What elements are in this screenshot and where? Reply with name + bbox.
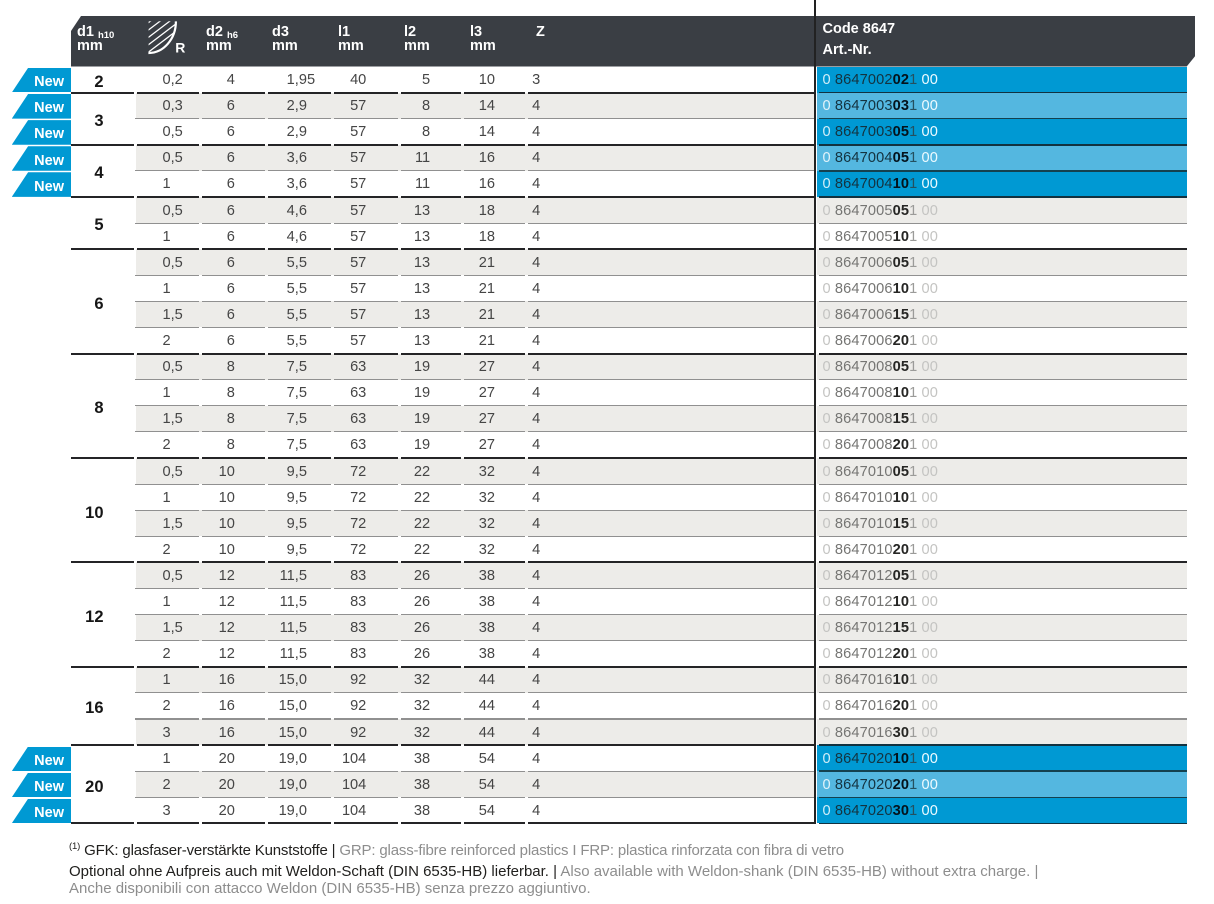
svg-text:R: R	[175, 40, 185, 56]
